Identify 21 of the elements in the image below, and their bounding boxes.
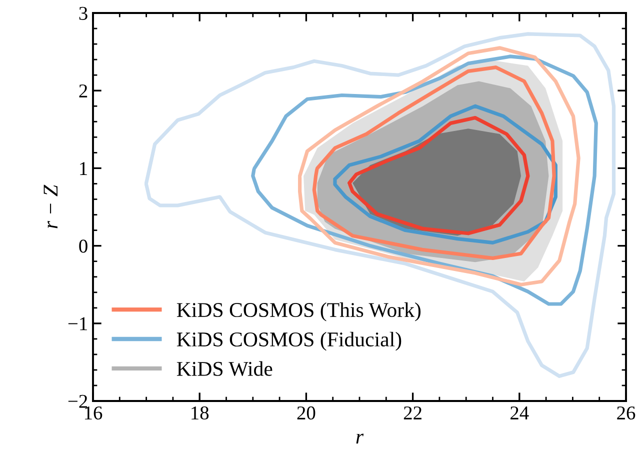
line-series	[333, 104, 558, 244]
y-tick-label: 1	[80, 162, 87, 175]
line-series	[348, 116, 530, 236]
x-axis-title: r	[356, 434, 364, 444]
line-series	[298, 46, 580, 286]
y-axis-title: r − Z	[44, 184, 58, 228]
y-tick-label: 0	[79, 240, 88, 253]
x-tick-label: 16	[84, 406, 102, 420]
legend-label: KiDS COSMOS (Fiducial)	[176, 332, 402, 351]
line-series	[144, 32, 616, 378]
x-tick-label: 24	[510, 406, 529, 420]
x-tick-label: 26	[617, 406, 636, 420]
legend-label: KiDS Wide	[176, 361, 272, 376]
x-tick-label: 22	[404, 406, 422, 420]
x-tick-label: 18	[192, 406, 209, 420]
y-tick-label: −2	[68, 394, 88, 408]
y-tick-label: −1	[68, 317, 87, 330]
y-tick-label: 2	[79, 84, 88, 98]
legend-label: KiDS COSMOS (This Work)	[176, 302, 421, 322]
x-tick-label: 20	[297, 406, 316, 420]
y-tick-label: 3	[79, 6, 88, 20]
